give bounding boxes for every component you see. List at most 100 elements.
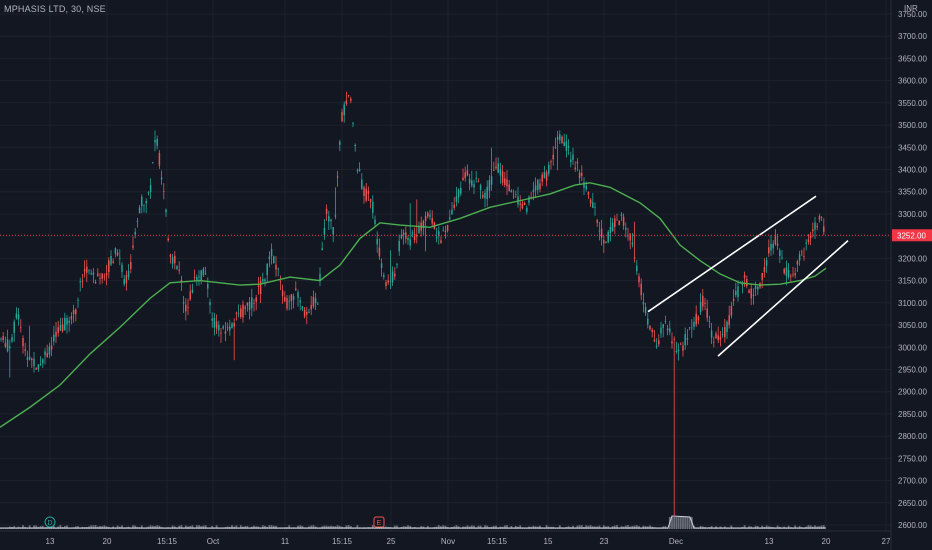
candle: [123, 274, 125, 287]
candle: [275, 256, 277, 277]
candle: [475, 170, 477, 183]
candle: [312, 290, 315, 309]
volume-bar: [116, 525, 119, 529]
candle: [292, 293, 295, 309]
candle: [589, 198, 592, 207]
volume-bar: [756, 525, 759, 529]
volume-bar: [184, 525, 187, 529]
x-tick-label: 27: [882, 537, 891, 546]
y-tick-label: 3650.00: [898, 54, 927, 63]
candle: [99, 272, 101, 285]
candle: [336, 170, 339, 187]
candle: [13, 319, 15, 342]
volume-bar: [92, 525, 95, 529]
candle: [669, 320, 671, 336]
time-axis[interactable]: 13 20 15:15 Oct 11 15:15 25 Nov 15:15 15 23 Dec 13 20…: [46, 537, 891, 546]
candle: [310, 296, 312, 316]
candle: [198, 270, 200, 286]
candle: [603, 235, 605, 254]
candle: [675, 341, 678, 354]
volume-bar: [635, 525, 638, 529]
y-tick-label: 2650.00: [898, 499, 927, 508]
candle: [455, 186, 458, 207]
candle: [429, 209, 431, 220]
volume-bar: [503, 525, 506, 529]
channel-upper-trendline[interactable]: [647, 195, 817, 313]
candle: [697, 315, 700, 325]
candle: [303, 306, 306, 319]
volume-bar: [297, 525, 299, 529]
volume-bar: [180, 525, 183, 529]
candle: [127, 263, 130, 281]
y-tick-label: 2750.00: [898, 454, 927, 463]
volume-bar: [572, 525, 574, 529]
y-tick-label: 3750.00: [898, 10, 927, 19]
candle: [209, 298, 211, 314]
volume-bar: [41, 525, 44, 529]
y-tick-label: 3600.00: [898, 77, 927, 86]
candle: [772, 240, 774, 255]
volume-bar: [820, 525, 823, 529]
candle: [317, 302, 319, 305]
candle: [792, 266, 794, 278]
candle: [136, 217, 139, 228]
volume-bar: [52, 525, 55, 529]
candle: [688, 326, 691, 331]
candle: [783, 267, 785, 275]
candle: [581, 165, 583, 182]
volume-bar: [151, 525, 154, 529]
moving-average-line: [0, 182, 827, 428]
candle: [376, 231, 378, 253]
candle: [394, 267, 396, 280]
symbol-title[interactable]: MPHASIS LTD, 30, NSE: [4, 4, 106, 14]
candle: [442, 226, 444, 232]
last-price-tag: 3252.00: [892, 229, 932, 242]
candle: [508, 179, 510, 192]
candle: [68, 316, 70, 332]
candle: [211, 312, 213, 328]
candle: [457, 188, 460, 204]
candle: [499, 162, 502, 184]
volume-bar: [589, 525, 592, 529]
candle: [149, 178, 152, 200]
volume-bar: [675, 517, 678, 529]
candle: [776, 233, 779, 250]
candle: [446, 224, 449, 233]
candle: [746, 275, 748, 289]
volume-bar: [730, 525, 733, 529]
volume-bar: [649, 525, 651, 529]
volume-line: [0, 515, 826, 529]
candle: [189, 284, 191, 301]
volume-bar: [444, 525, 447, 529]
candle: [301, 306, 304, 312]
volume-bar: [532, 525, 535, 529]
candle: [598, 221, 601, 241]
candle: [103, 273, 106, 281]
candle: [57, 320, 59, 337]
candle: [809, 231, 812, 246]
candle: [75, 308, 77, 322]
volume-bar: [239, 525, 242, 529]
candle: [466, 164, 469, 177]
candle: [763, 258, 766, 278]
volume-bar: [310, 525, 313, 529]
candle: [72, 304, 75, 323]
candle: [424, 211, 427, 252]
channel-lower-trendline[interactable]: [717, 240, 849, 357]
candle: [176, 265, 178, 271]
volume-bar: [171, 525, 174, 529]
candle: [592, 192, 594, 209]
candle: [435, 227, 438, 243]
volume-bar: [211, 525, 214, 529]
candle: [605, 240, 607, 244]
volume-bar: [794, 525, 797, 529]
event-label: E: [377, 520, 382, 527]
candle: [699, 293, 702, 316]
candle: [464, 166, 466, 182]
candle: [765, 257, 768, 273]
candle: [281, 284, 284, 304]
candle: [31, 357, 33, 368]
volume-bar: [28, 525, 31, 529]
